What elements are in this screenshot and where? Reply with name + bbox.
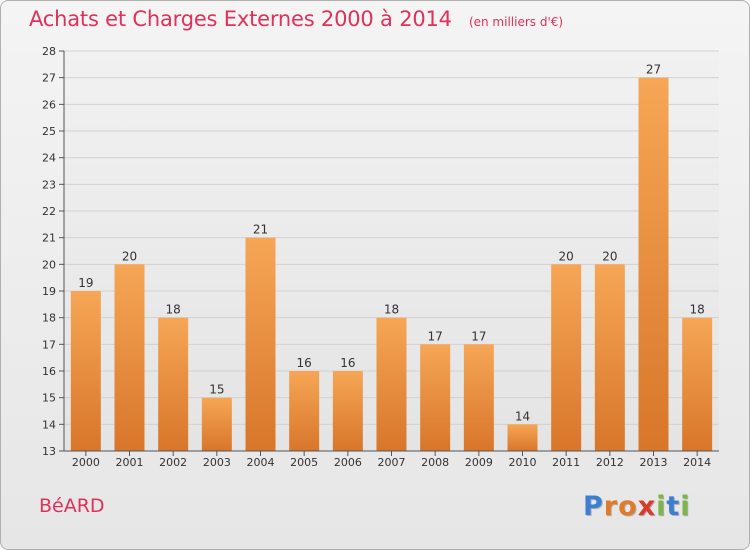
bar [594, 264, 625, 451]
x-tick-label: 2001 [116, 456, 144, 469]
bar [70, 291, 101, 451]
x-tick-label: 2009 [465, 456, 493, 469]
bar-value-label: 14 [515, 409, 530, 423]
bar [332, 371, 363, 451]
bar [114, 264, 145, 451]
logo-letter: r [603, 491, 619, 522]
chart-unit: (en milliers d'€) [468, 15, 564, 29]
bar-value-label: 18 [384, 303, 399, 317]
y-tick-label: 27 [42, 72, 56, 85]
y-tick-label: 17 [42, 338, 56, 351]
y-tick-label: 19 [42, 285, 56, 298]
logo-letter: P [583, 491, 604, 522]
bar [463, 344, 494, 451]
y-tick-label: 28 [42, 45, 56, 58]
y-tick-label: 15 [42, 392, 56, 405]
x-tick-label: 2005 [290, 456, 318, 469]
x-tick-label: 2006 [334, 456, 362, 469]
y-tick-label: 23 [42, 178, 56, 191]
bar [420, 344, 451, 451]
bar [638, 77, 669, 452]
bar-value-label: 15 [209, 383, 224, 397]
bar [507, 424, 538, 451]
logo-letter: i [656, 491, 667, 522]
bar [245, 237, 276, 451]
y-tick-label: 21 [42, 232, 56, 245]
bar-value-label: 21 [253, 223, 268, 237]
bar-value-label: 18 [166, 303, 181, 317]
commune-name: BéARD [39, 495, 105, 517]
x-tick-label: 2008 [421, 456, 449, 469]
y-tick-label: 26 [42, 98, 56, 111]
bar-value-label: 20 [122, 249, 137, 263]
y-tick-label: 13 [42, 445, 56, 458]
y-tick-label: 14 [42, 418, 56, 431]
x-tick-label: 2000 [72, 456, 100, 469]
x-tick-label: 2007 [378, 456, 406, 469]
x-tick-label: 2002 [159, 456, 187, 469]
bar-value-label: 19 [78, 276, 93, 290]
bar-value-label: 16 [297, 356, 312, 370]
x-tick-label: 2012 [596, 456, 624, 469]
bar-value-label: 27 [646, 63, 661, 77]
bar [201, 397, 232, 451]
y-tick-label: 25 [42, 125, 56, 138]
bar-value-label: 18 [690, 303, 705, 317]
bar-value-label: 17 [428, 329, 443, 343]
bar-value-label: 20 [559, 249, 574, 263]
x-tick-label: 2011 [552, 456, 580, 469]
y-tick-label: 16 [42, 365, 56, 378]
y-tick-label: 18 [42, 312, 56, 325]
y-tick-label: 22 [42, 205, 56, 218]
chart-title-row: Achats et Charges Externes 2000 à 2014 (… [29, 7, 563, 31]
bar [682, 317, 713, 451]
bar [376, 317, 407, 451]
logo-letter: t [666, 491, 681, 522]
y-tick-label: 24 [42, 152, 56, 165]
y-tick-label: 20 [42, 258, 56, 271]
proxiti-logo: Proxiti [583, 491, 691, 522]
logo-letter: x [637, 491, 657, 522]
bar-value-label: 16 [340, 356, 355, 370]
x-tick-label: 2014 [683, 456, 711, 469]
logo-letter: i [680, 491, 691, 522]
bar [289, 371, 320, 451]
x-tick-label: 2004 [247, 456, 275, 469]
x-tick-label: 2013 [640, 456, 668, 469]
bar [551, 264, 582, 451]
logo-letter: o [618, 491, 638, 522]
chart-title: Achats et Charges Externes 2000 à 2014 [29, 7, 452, 31]
bar [158, 317, 189, 451]
bar-value-label: 20 [602, 249, 617, 263]
x-tick-label: 2010 [509, 456, 537, 469]
x-tick-label: 2003 [203, 456, 231, 469]
bar-value-label: 17 [471, 329, 486, 343]
